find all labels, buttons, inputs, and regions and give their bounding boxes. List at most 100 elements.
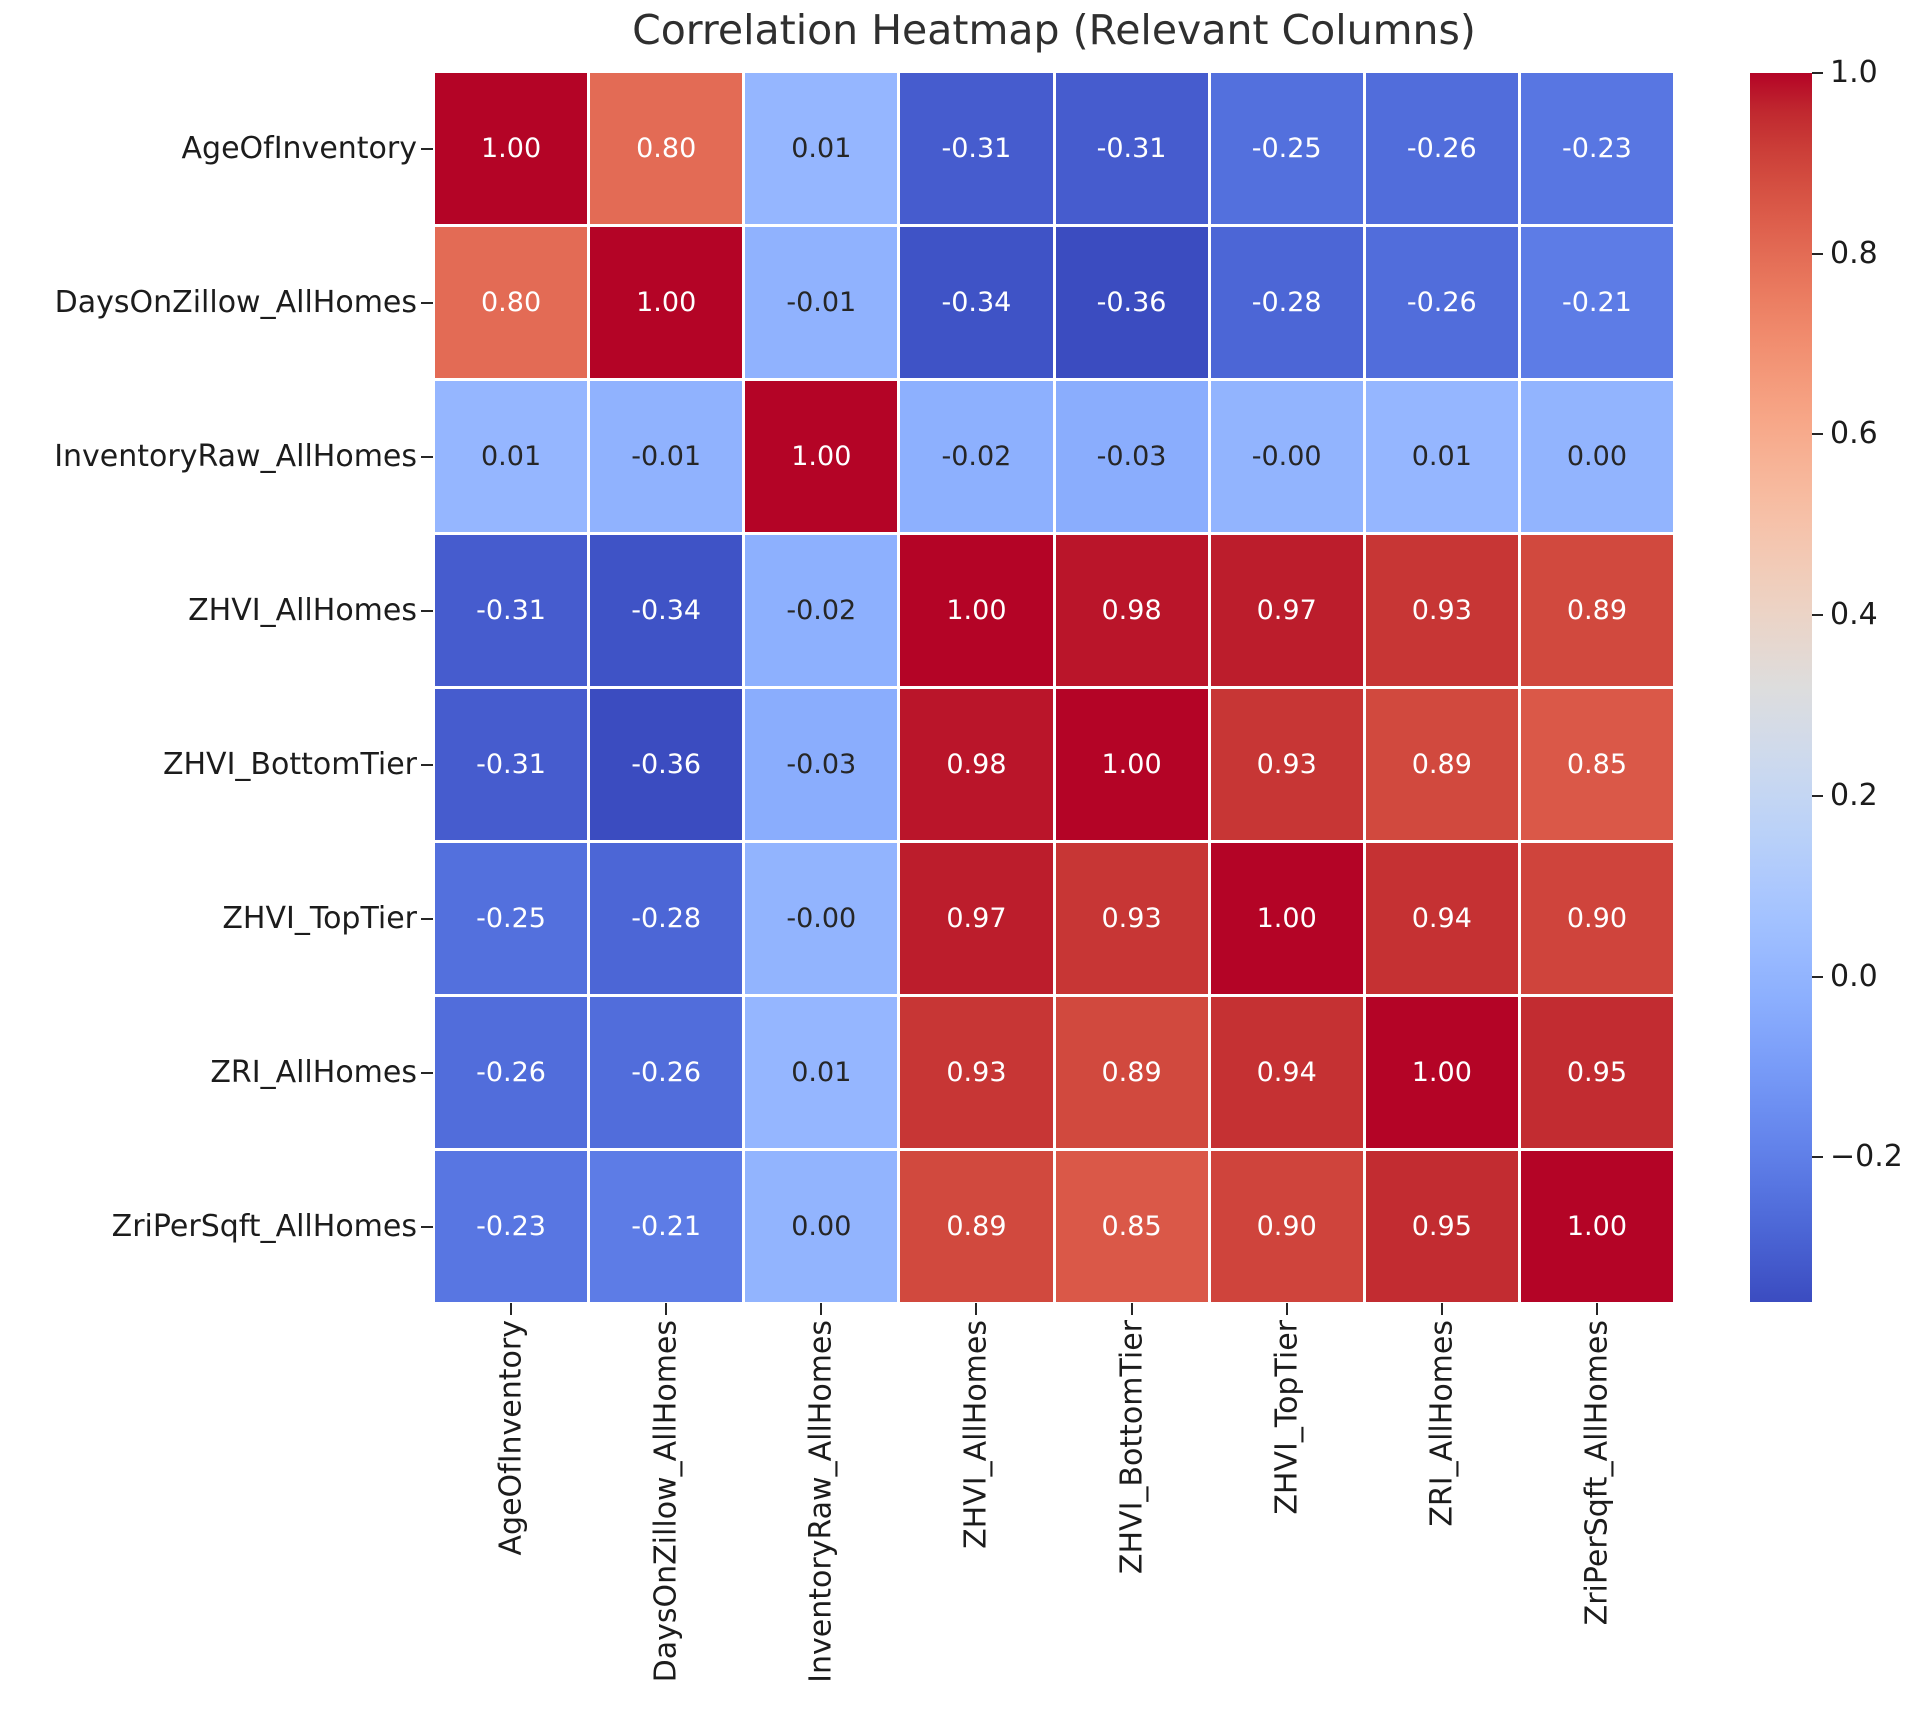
colorbar	[1750, 73, 1812, 1302]
x-tick-label: InventoryRaw_AllHomes	[803, 1320, 839, 1683]
cell-value: 0.89	[1101, 1057, 1162, 1088]
colorbar-tick-label: −0.2	[1830, 1139, 1903, 1175]
cell-value: -0.23	[476, 1211, 546, 1242]
colorbar-tick	[1812, 614, 1823, 617]
cell-value: -0.31	[941, 133, 1012, 164]
y-axis-tick	[421, 455, 433, 458]
cell-value: -0.03	[786, 749, 857, 780]
chart-title: Correlation Heatmap (Relevant Columns)	[632, 6, 1476, 54]
x-axis-tick	[1285, 1303, 1288, 1315]
heatmap-cell: -0.03	[1055, 381, 1208, 532]
heatmap-cell: 1.00	[1055, 689, 1208, 840]
heatmap-cell: -0.23	[435, 1151, 588, 1302]
heatmap-cell: 0.90	[1210, 1151, 1363, 1302]
heatmap-cell: -0.25	[1210, 73, 1363, 224]
heatmap-cell: -0.28	[1210, 227, 1363, 378]
heatmap-cell: -0.36	[1055, 227, 1208, 378]
heatmap-cell: 0.93	[1055, 843, 1208, 994]
x-tick-label: AgeOfInventory	[493, 1320, 529, 1556]
heatmap-cell: -0.21	[1520, 227, 1673, 378]
heatmap-cell: 0.01	[745, 73, 898, 224]
heatmap-cell: -0.01	[590, 381, 743, 532]
y-axis-tick	[421, 917, 433, 920]
cell-value: 0.85	[1101, 1211, 1162, 1242]
cell-value: 0.93	[1411, 595, 1472, 626]
cell-value: -0.01	[631, 441, 702, 472]
heatmap-cell: -0.31	[435, 535, 588, 686]
y-axis-tick	[421, 763, 433, 766]
heatmap-cell: 0.94	[1210, 997, 1363, 1148]
cell-value: 0.80	[481, 287, 542, 318]
heatmap-cell: 0.80	[435, 227, 588, 378]
heatmap-cell: 1.00	[1365, 997, 1518, 1148]
x-axis-tick	[1595, 1303, 1598, 1315]
colorbar-tick-label: 0.0	[1830, 958, 1878, 994]
cell-value: 1.00	[946, 595, 1007, 626]
heatmap-cell: -0.31	[900, 73, 1053, 224]
cell-value: -0.21	[631, 1211, 702, 1242]
heatmap-cell: -0.00	[1210, 381, 1363, 532]
y-tick-label: ZHVI_AllHomes	[188, 592, 417, 628]
heatmap-cell: 0.89	[1365, 689, 1518, 840]
heatmap-cell: 1.00	[900, 535, 1053, 686]
cell-value: -0.26	[476, 1057, 546, 1088]
heatmap-cell: -0.00	[745, 843, 898, 994]
cell-value: -0.28	[631, 903, 702, 934]
heatmap-cell: -0.03	[745, 689, 898, 840]
colorbar-tick-label: 0.2	[1830, 777, 1878, 813]
cell-value: 1.00	[481, 133, 542, 164]
cell-value: -0.02	[941, 441, 1012, 472]
colorbar-tick-label: 0.6	[1830, 416, 1878, 452]
cell-value: -0.31	[476, 749, 546, 780]
x-tick-label: ZRI_AllHomes	[1424, 1320, 1460, 1527]
cell-value: -0.25	[1251, 133, 1322, 164]
cell-value: -0.00	[1251, 441, 1322, 472]
heatmap-cell: -0.01	[745, 227, 898, 378]
heatmap-cell: 0.94	[1365, 843, 1518, 994]
heatmap-cell: 0.97	[900, 843, 1053, 994]
heatmap-cell: -0.34	[900, 227, 1053, 378]
x-tick-label: ZHVI_BottomTier	[1114, 1320, 1150, 1575]
cell-value: 0.93	[1256, 749, 1317, 780]
heatmap-cell: -0.31	[1055, 73, 1208, 224]
colorbar-tick	[1812, 433, 1823, 436]
heatmap-cell: 0.80	[590, 73, 743, 224]
heatmap-cell: 0.93	[1365, 535, 1518, 686]
heatmap-cell: 0.89	[1520, 535, 1673, 686]
cell-value: 1.00	[1411, 1057, 1472, 1088]
cell-value: 0.01	[1411, 441, 1472, 472]
heatmap-cell: 0.93	[1210, 689, 1363, 840]
heatmap-cell: 1.00	[745, 381, 898, 532]
cell-value: -0.01	[786, 287, 857, 318]
heatmap-cell: -0.31	[435, 689, 588, 840]
y-tick-label: DaysOnZillow_AllHomes	[54, 284, 417, 320]
y-tick-label: ZHVI_BottomTier	[162, 746, 417, 782]
colorbar-tick-label: 0.4	[1830, 597, 1878, 633]
heatmap-cell: -0.26	[590, 997, 743, 1148]
cell-value: 0.98	[1101, 595, 1162, 626]
heatmap-cell: 0.01	[745, 997, 898, 1148]
colorbar-tick	[1812, 1156, 1823, 1159]
heatmap-cell: 1.00	[1520, 1151, 1673, 1302]
heatmap-cell: 0.85	[1520, 689, 1673, 840]
x-axis-tick	[1130, 1303, 1133, 1315]
heatmap-cell: -0.26	[1365, 227, 1518, 378]
x-tick-label: ZHVI_AllHomes	[958, 1320, 994, 1549]
colorbar-tick-label: 0.8	[1830, 235, 1878, 271]
cell-value: 0.89	[1411, 749, 1472, 780]
cell-value: -0.31	[476, 595, 546, 626]
x-tick-label: DaysOnZillow_AllHomes	[648, 1320, 684, 1683]
cell-value: 1.00	[1566, 1211, 1627, 1242]
cell-value: -0.34	[631, 595, 702, 626]
cell-value: 0.94	[1256, 1057, 1317, 1088]
heatmap-cell: 0.97	[1210, 535, 1363, 686]
cell-value: 0.93	[946, 1057, 1007, 1088]
colorbar-tick	[1812, 72, 1823, 74]
cell-value: -0.21	[1562, 287, 1632, 318]
cell-value: -0.00	[786, 903, 857, 934]
colorbar-tick	[1812, 975, 1823, 978]
heatmap-cell: 0.89	[900, 1151, 1053, 1302]
heatmap-cell: -0.21	[590, 1151, 743, 1302]
y-tick-label: AgeOfInventory	[181, 130, 418, 166]
x-tick-label: ZHVI_TopTier	[1269, 1320, 1305, 1515]
